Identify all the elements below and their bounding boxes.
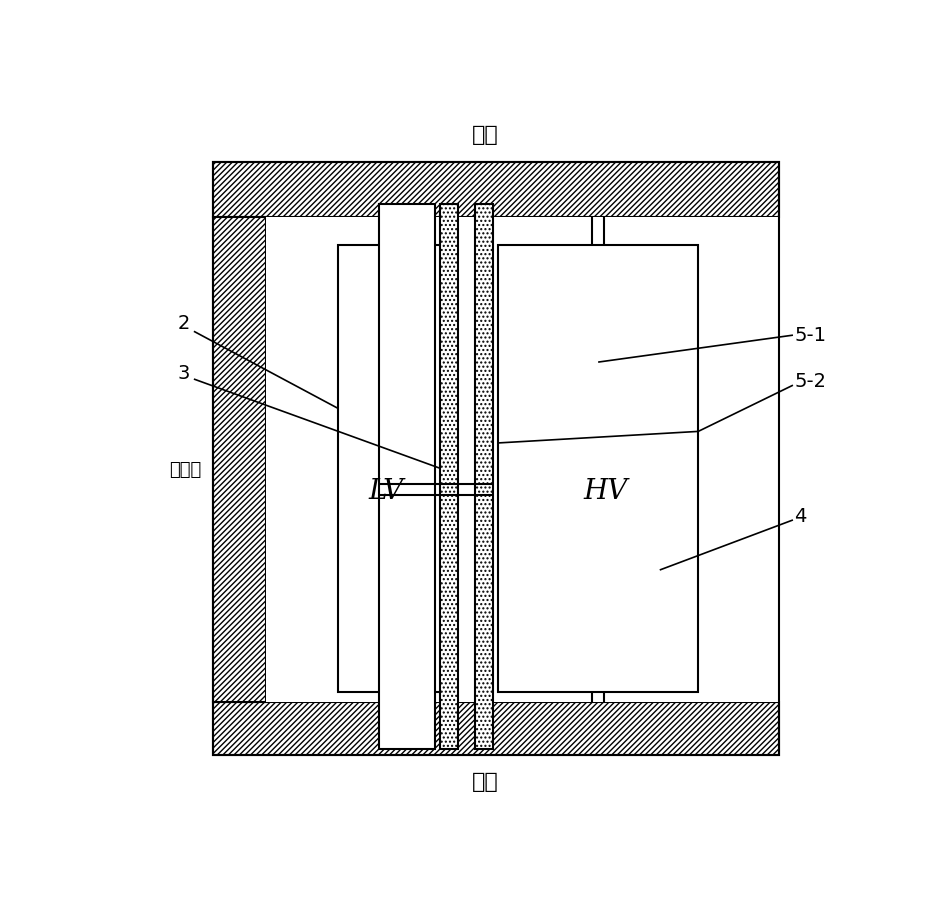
Bar (475, 204, 492, 750)
Bar (379, 204, 435, 750)
Bar (338, 245, 457, 692)
Text: 鐵轭: 鐵轭 (472, 772, 499, 792)
Bar (213, 162, 779, 755)
Text: 5-2: 5-2 (795, 372, 827, 391)
Text: LV: LV (368, 478, 403, 505)
Text: HV: HV (583, 478, 628, 505)
Text: 5-1: 5-1 (795, 326, 827, 345)
Text: 鐵心柱: 鐵心柱 (170, 461, 202, 479)
Bar (213, 702, 779, 755)
Bar (265, 217, 779, 702)
Text: 鐵轭: 鐵轭 (472, 125, 499, 145)
Text: 3: 3 (178, 364, 190, 383)
Bar (213, 217, 265, 702)
Bar (440, 204, 458, 750)
Text: 2: 2 (178, 314, 190, 333)
Bar (498, 245, 698, 692)
Bar (213, 162, 779, 217)
Text: 4: 4 (795, 507, 807, 526)
